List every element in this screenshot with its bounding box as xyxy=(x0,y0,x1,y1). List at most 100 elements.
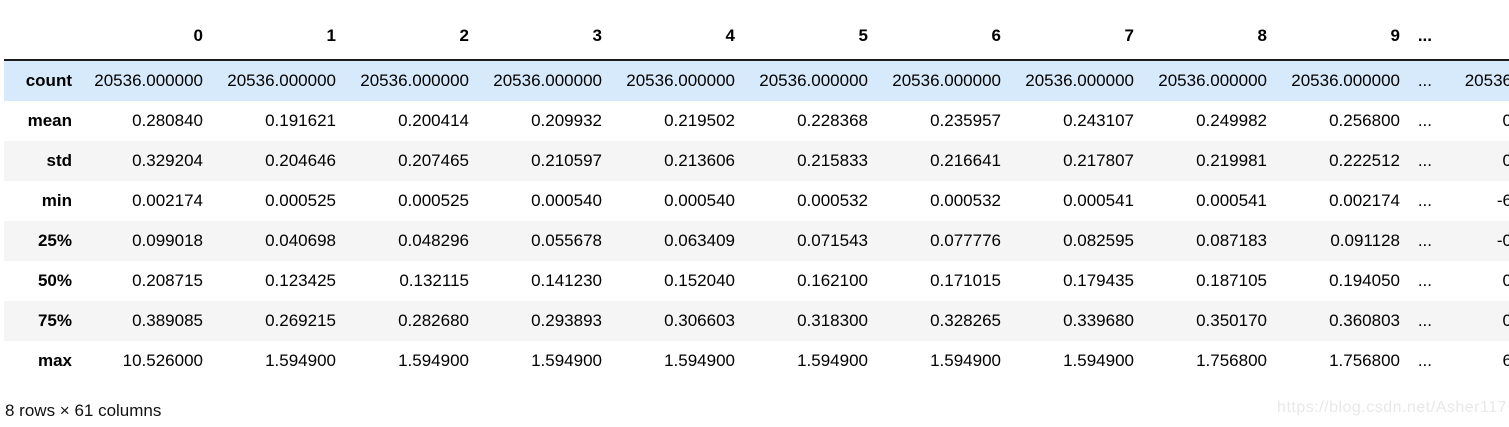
cell: 0.228368 xyxy=(797,111,868,130)
cell: 0.207465 xyxy=(398,151,469,170)
cell: 1.756800 xyxy=(1329,351,1400,370)
cell: 0.217807 xyxy=(1063,151,1134,170)
cell: 1.594900 xyxy=(531,351,602,370)
cell: 0.040698 xyxy=(265,231,336,250)
table-row-25pct: 25% 0.099018 0.040698 0.048296 0.055678 0.063… xyxy=(4,221,1509,261)
cell: 20536.000000 xyxy=(227,71,336,90)
cell: 0.191621 xyxy=(265,111,336,130)
cell: 20536.000000 xyxy=(759,71,868,90)
row-label: std xyxy=(46,151,73,170)
cell: 0.002174 xyxy=(132,191,203,210)
row-label: count xyxy=(25,71,72,90)
ellipsis-cell: ... xyxy=(1417,151,1432,170)
table-row-75pct: 75% 0.389085 0.269215 0.282680 0.293893 0.306… xyxy=(4,301,1509,341)
cell: 0.002174 xyxy=(1329,191,1400,210)
table-row-mean: mean 0.280840 0.191621 0.200414 0.209932 0.21… xyxy=(4,101,1509,141)
ellipsis-column-header: ... xyxy=(1400,0,1432,61)
cell: 0.141230 xyxy=(531,271,602,290)
cell: 0.000525 xyxy=(265,191,336,210)
row-label: 50% xyxy=(37,271,72,290)
cell: 20536.000000 xyxy=(94,71,203,90)
table-row-max: max 10.526000 1.594900 1.594900 1.594900 1.59… xyxy=(4,341,1509,381)
cell: 0.063409 xyxy=(664,231,735,250)
cell: 0.123425 xyxy=(265,271,336,290)
ellipsis-cell: ... xyxy=(1417,271,1432,290)
truncated-cell: -0 xyxy=(1496,231,1509,250)
cell: 0.000540 xyxy=(664,191,735,210)
truncated-cell: 6 xyxy=(1502,351,1509,370)
cell: 20536.000000 xyxy=(1291,71,1400,90)
cell: 0.000532 xyxy=(797,191,868,210)
column-header-6: 6 xyxy=(868,0,1001,61)
ellipsis-cell: ... xyxy=(1417,191,1432,210)
cell: 0.219981 xyxy=(1196,151,1267,170)
column-header-1: 1 xyxy=(203,0,336,61)
cell: 0.339680 xyxy=(1063,311,1134,330)
cell: 0.000540 xyxy=(531,191,602,210)
cell: 20536.000000 xyxy=(1158,71,1267,90)
cell: 0.179435 xyxy=(1063,271,1134,290)
cell: 0.162100 xyxy=(797,271,868,290)
cell: 0.329204 xyxy=(132,151,203,170)
cell: 1.594900 xyxy=(265,351,336,370)
cell: 0.132115 xyxy=(399,271,469,290)
column-header-8: 8 xyxy=(1134,0,1267,61)
cell: 0.071543 xyxy=(797,231,868,250)
column-header-3: 3 xyxy=(469,0,602,61)
truncated-cell: 20536 xyxy=(1464,71,1509,90)
cell: 0.210597 xyxy=(531,151,602,170)
cell: 20536.000000 xyxy=(360,71,469,90)
cell: 1.594900 xyxy=(930,351,1001,370)
truncated-cell: -6 xyxy=(1496,191,1509,210)
ellipsis-cell: ... xyxy=(1417,231,1432,250)
row-label: mean xyxy=(27,111,72,130)
cell: 0.000541 xyxy=(1063,191,1134,210)
cell: 0.194050 xyxy=(1329,271,1400,290)
cell: 0.152040 xyxy=(664,271,735,290)
cell: 0.000541 xyxy=(1196,191,1267,210)
cell: 0.235957 xyxy=(930,111,1001,130)
cell: 0.269215 xyxy=(265,311,336,330)
column-header-5: 5 xyxy=(735,0,868,61)
cell: 0.091128 xyxy=(1330,231,1400,250)
row-label: max xyxy=(37,351,72,370)
cell: 0.389085 xyxy=(132,311,203,330)
cell: 0.204646 xyxy=(265,151,336,170)
truncated-cell: 0 xyxy=(1502,311,1509,330)
column-header-7: 7 xyxy=(1001,0,1134,61)
table-body: count 20536.000000 20536.000000 20536.00000… xyxy=(4,60,1509,381)
cell: 0.200414 xyxy=(398,111,469,130)
cell: 0.208715 xyxy=(132,271,203,290)
ellipsis-cell: ... xyxy=(1417,311,1432,330)
row-label-header xyxy=(4,0,72,61)
cell: 1.594900 xyxy=(398,351,469,370)
cell: 0.249982 xyxy=(1196,111,1267,130)
cell: 20536.000000 xyxy=(1025,71,1134,90)
cell: 1.594900 xyxy=(1063,351,1134,370)
cell: 0.000525 xyxy=(398,191,469,210)
cell: 1.594900 xyxy=(797,351,868,370)
cell: 1.594900 xyxy=(664,351,735,370)
cell: 0.077776 xyxy=(930,231,1001,250)
cell: 0.216641 xyxy=(930,151,1001,170)
cell: 1.756800 xyxy=(1196,351,1267,370)
table-row-min: min 0.002174 0.000525 0.000525 0.000540 0.000… xyxy=(4,181,1509,221)
cell: 20536.000000 xyxy=(493,71,602,90)
ellipsis-cell: ... xyxy=(1417,71,1432,90)
table-row-std: std 0.329204 0.204646 0.207465 0.210597 0.213… xyxy=(4,141,1509,181)
cell: 0.306603 xyxy=(664,311,735,330)
truncated-cell: 0 xyxy=(1502,111,1509,130)
cell: 0.350170 xyxy=(1196,311,1267,330)
cell: 0.055678 xyxy=(531,231,602,250)
cell: 0.099018 xyxy=(132,231,203,250)
row-label: 75% xyxy=(37,311,72,330)
truncated-column-header xyxy=(1432,0,1509,61)
cell: 0.171015 xyxy=(930,271,1001,290)
column-header-4: 4 xyxy=(602,0,735,61)
cell: 0.282680 xyxy=(398,311,469,330)
csdn-watermark-url: https://blog.csdn.net/Asher117 xyxy=(1277,399,1507,416)
cell: 0.293893 xyxy=(531,311,602,330)
row-label: min xyxy=(41,191,72,210)
cell: 0.213606 xyxy=(664,151,735,170)
